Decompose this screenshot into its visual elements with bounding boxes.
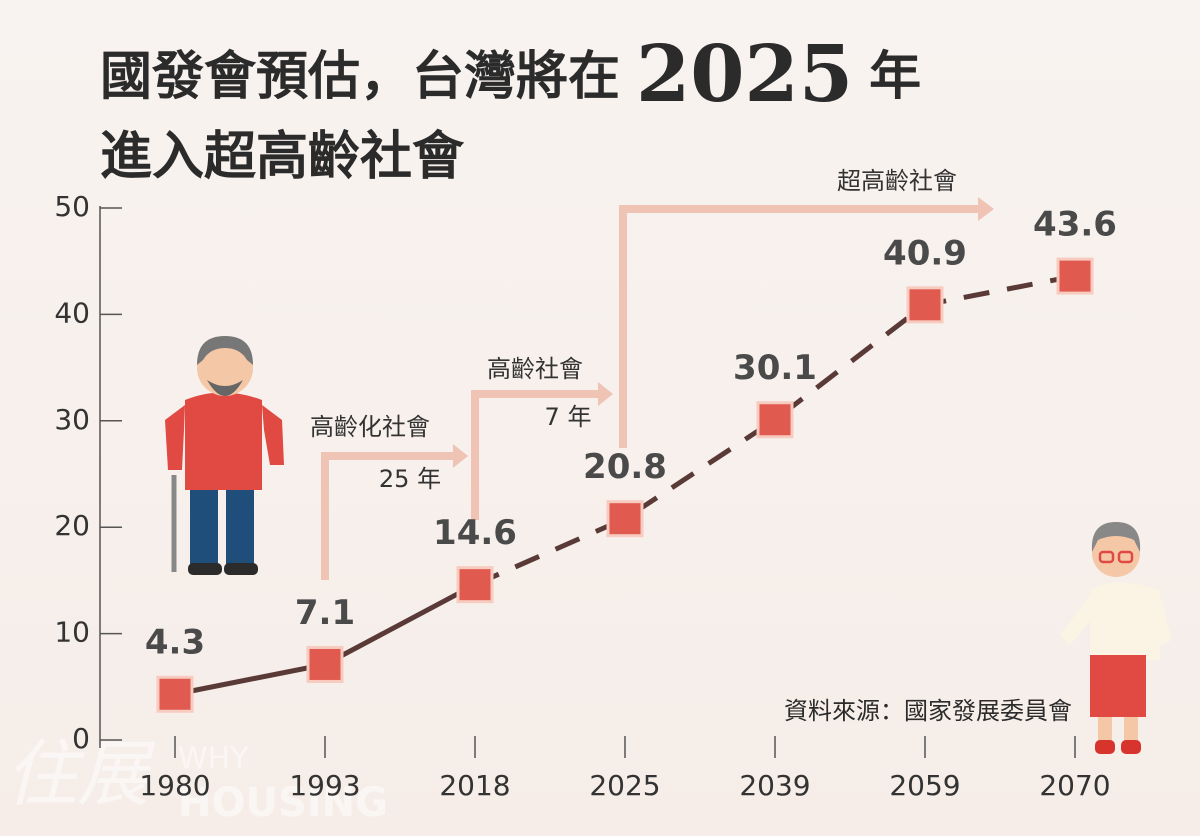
stage-label: 高齡化社會 bbox=[310, 413, 430, 441]
arrow-heads bbox=[453, 197, 994, 468]
chart-title-line2: 進入超高齡社會 bbox=[100, 127, 465, 187]
stage-duration: 25 年 bbox=[379, 465, 441, 493]
x-tick-label: 2025 bbox=[589, 769, 660, 802]
title-year: 2025 bbox=[636, 29, 853, 120]
data-marker bbox=[306, 645, 344, 683]
data-marker bbox=[1056, 257, 1094, 295]
data-marker bbox=[156, 675, 194, 713]
y-tick-label: 40 bbox=[54, 296, 90, 329]
data-label: 4.3 bbox=[145, 623, 205, 663]
data-label: 20.8 bbox=[583, 447, 667, 487]
stage-label: 超高齡社會 bbox=[837, 167, 957, 195]
x-tick-label: 1980 bbox=[139, 769, 210, 802]
data-marker bbox=[756, 401, 794, 439]
x-tick-label: 2059 bbox=[889, 769, 960, 802]
data-label: 7.1 bbox=[295, 593, 355, 633]
x-tick-label: 2070 bbox=[1039, 769, 1110, 802]
title-part: 國發會預估，台灣將在 bbox=[100, 47, 620, 107]
elderly-man-illustration bbox=[165, 336, 284, 575]
chart-title: 國發會預估，台灣將在 2025 年 bbox=[100, 29, 921, 120]
data-marker bbox=[456, 566, 494, 604]
y-tick-label: 30 bbox=[54, 403, 90, 436]
data-label: 14.6 bbox=[433, 513, 517, 553]
y-tick-label: 20 bbox=[54, 509, 90, 542]
data-label: 40.9 bbox=[883, 233, 967, 273]
y-tick-label: 10 bbox=[54, 616, 90, 649]
watermark: 住展 WHY HOUSING bbox=[5, 732, 388, 826]
data-marker bbox=[906, 286, 944, 324]
watermark-text: WHY bbox=[178, 742, 249, 777]
elderly-woman-illustration bbox=[1060, 522, 1172, 754]
x-tick-label: 2018 bbox=[439, 769, 510, 802]
stage-arrows bbox=[321, 205, 980, 580]
stage-label: 高齡社會 bbox=[487, 355, 583, 383]
data-label: 30.1 bbox=[733, 348, 817, 388]
y-tick-label: 0 bbox=[72, 722, 90, 755]
source-note: 資料來源：國家發展委員會 bbox=[784, 697, 1072, 725]
watermark-text: HOUSING bbox=[178, 780, 388, 826]
x-tick-label: 1993 bbox=[289, 769, 360, 802]
title-part: 年 bbox=[869, 47, 921, 107]
series-line bbox=[473, 273, 1076, 587]
y-tick-label: 50 bbox=[54, 190, 90, 223]
data-label: 43.6 bbox=[1033, 205, 1117, 245]
x-tick-label: 2039 bbox=[739, 769, 810, 802]
plot-area: 0 10 20 30 40 50 1980 1993 2018 2025 2039 2059 2070 4… bbox=[54, 190, 1117, 802]
stage-duration: 7 年 bbox=[545, 403, 592, 431]
watermark-text: 住展 bbox=[5, 732, 156, 816]
data-marker bbox=[606, 500, 644, 538]
